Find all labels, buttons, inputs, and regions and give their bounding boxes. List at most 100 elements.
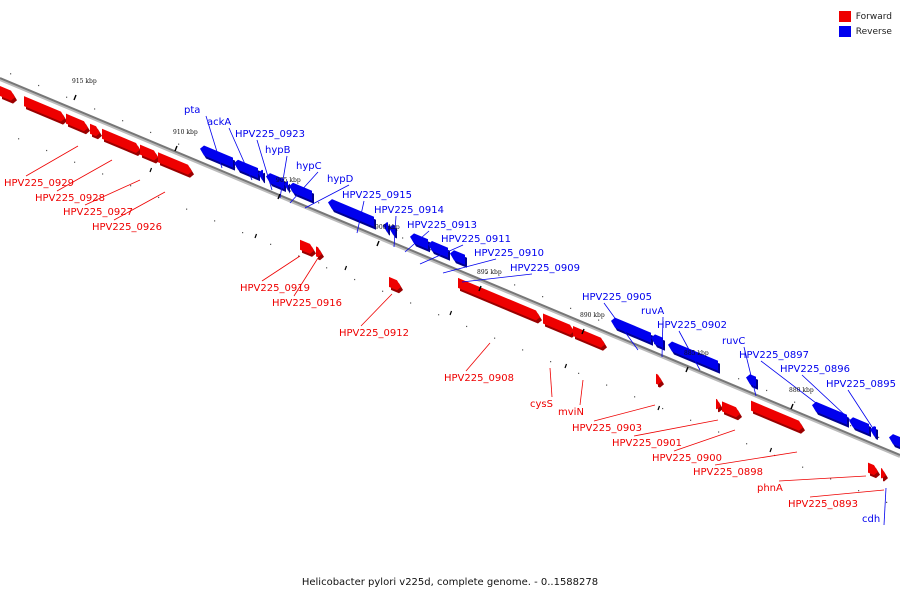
leader-line	[673, 429, 736, 452]
guide-dot	[290, 190, 292, 192]
kbp-tick-mark	[790, 403, 794, 410]
kbp-tick-mark	[376, 240, 380, 247]
leader-line	[84, 179, 141, 206]
guide-dot	[430, 249, 432, 251]
gene-arrow-unlabeled	[0, 86, 15, 101]
kbp-tick-mark	[73, 94, 77, 101]
leader-line	[809, 489, 885, 498]
gene-arrow-pta	[200, 145, 233, 168]
guide-dot	[570, 307, 572, 309]
kbp-tick-mark	[581, 328, 585, 335]
gene-label-hpv225-0903: HPV225_0903	[572, 423, 642, 434]
gene-label-hpv225-0905: HPV225_0905	[582, 292, 652, 303]
guide-dot	[38, 84, 40, 87]
gene-arrow-cyss	[543, 313, 574, 335]
leader-line	[404, 230, 430, 253]
gene-label-hpv225-0926: HPV225_0926	[92, 222, 162, 233]
gene-label-hpv225-0923: HPV225_0923	[235, 129, 305, 140]
kbp-tick-mark	[685, 366, 689, 373]
genome-caption: Helicobacter pylori v225d, complete geno…	[301, 577, 599, 588]
minor-tick-mark	[769, 447, 773, 453]
guide-dot	[242, 232, 244, 234]
leader-line	[393, 215, 397, 248]
gene-arrow-hpv225-0913	[389, 224, 395, 236]
leader-line	[579, 379, 584, 406]
gene-arrow-hpv225-0914	[383, 222, 388, 233]
leader-line	[465, 342, 491, 372]
gene-arrow-hpv225-0903	[656, 373, 662, 385]
leader-line	[356, 200, 365, 234]
gene-arrow-hypc	[284, 180, 288, 191]
guide-dot	[18, 138, 20, 140]
leader-line	[56, 159, 113, 192]
guide-dot	[466, 325, 468, 328]
guide-dot	[130, 185, 132, 187]
gene-arrow-mvin	[573, 326, 605, 348]
leader-line	[228, 127, 253, 181]
leader-line	[304, 184, 350, 209]
guide-dot	[214, 220, 216, 222]
gene-arrow-phna	[868, 462, 878, 476]
gene-label-hpv225-0898: HPV225_0898	[693, 467, 763, 478]
gene-label-hypd: hypD	[327, 174, 354, 185]
gene-arrow-hpv225-0900	[722, 401, 740, 418]
gene-arrow-hpv225-0923	[258, 169, 263, 181]
leader-line	[442, 258, 497, 274]
gene-arrow-cdh	[889, 434, 900, 447]
gene-label-ruva: ruvA	[641, 306, 664, 317]
guide-dot	[46, 149, 48, 152]
gene-arrow-hpv225-0912	[389, 276, 401, 291]
legend-label-forward: Forward	[855, 11, 892, 22]
kbp-tick-label: 890 kbp	[580, 312, 605, 319]
leader-line	[549, 367, 553, 398]
gene-arrow-hpv225-0919	[300, 239, 314, 254]
gene-label-mvin: mviN	[558, 407, 584, 418]
gene-label-hypb: hypB	[265, 145, 291, 156]
leader-line	[603, 302, 639, 351]
leader-line	[293, 257, 319, 297]
leader-line	[360, 293, 393, 327]
guide-dot	[690, 419, 692, 421]
gene-label-hypc: hypC	[296, 161, 322, 172]
gene-label-hpv225-0919: HPV225_0919	[240, 283, 310, 294]
kbp-tick-label: 900 kbp	[375, 224, 400, 231]
guide-dot	[662, 407, 664, 410]
gene-label-hpv225-0928: HPV225_0928	[35, 193, 105, 204]
kbp-tick-label: 905 kbp	[276, 177, 301, 184]
leader-line	[261, 255, 301, 282]
gene-label-hpv225-0914: HPV225_0914	[374, 205, 444, 216]
legend-item-reverse: Reverse	[838, 24, 892, 39]
guide-dot	[158, 196, 160, 199]
gene-label-hpv225-0900: HPV225_0900	[652, 453, 722, 464]
gene-label-pta: pta	[184, 105, 200, 116]
kbp-tick-label: 910 kbp	[173, 129, 198, 136]
leader-line	[256, 139, 273, 191]
minor-tick-mark	[657, 405, 661, 411]
gene-label-hpv225-0897: HPV225_0897	[739, 350, 809, 361]
guide-dot	[298, 255, 300, 257]
gene-label-hpv225-0909: HPV225_0909	[510, 263, 580, 274]
gene-arrow-hypb	[266, 173, 284, 189]
gene-label-hpv225-0916: HPV225_0916	[272, 298, 342, 309]
guide-dot	[102, 173, 104, 175]
leader-line	[661, 316, 664, 358]
leader-line	[714, 451, 798, 466]
leader-line	[289, 171, 319, 204]
leader-line	[25, 145, 79, 177]
guide-dot	[326, 267, 328, 269]
gene-label-hpv225-0901: HPV225_0901	[612, 438, 682, 449]
gene-arrow-hpv225-0895	[870, 426, 876, 437]
kbp-tick-label: 895 kbp	[477, 269, 502, 276]
leader-line	[743, 346, 757, 397]
gene-arrow-hpv225-0909	[450, 250, 465, 265]
leader-line	[801, 374, 863, 432]
guide-dot	[634, 396, 636, 398]
reverse-swatch	[838, 26, 851, 37]
gene-label-cdh: cdh	[862, 514, 880, 525]
leader-line	[633, 419, 719, 437]
leader-line	[760, 360, 834, 417]
guide-dot	[606, 384, 608, 386]
backbone-shadow	[0, 78, 900, 458]
forward-swatch	[838, 11, 851, 22]
